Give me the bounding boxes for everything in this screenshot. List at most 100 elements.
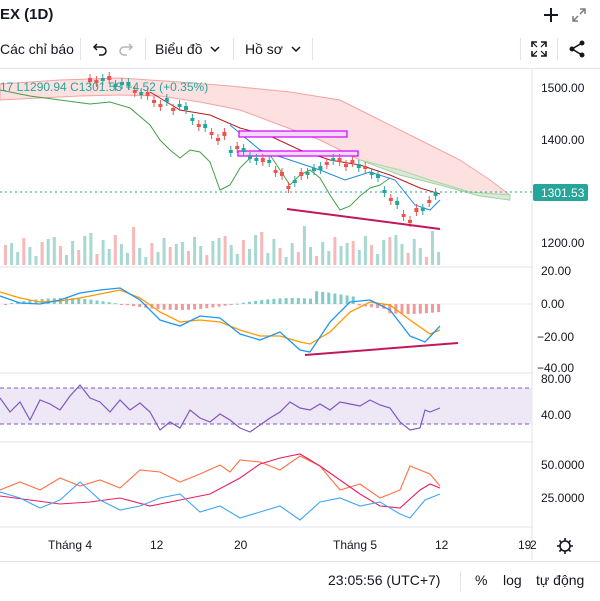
macd-histogram-bar — [241, 302, 245, 304]
macd-histogram-bar — [376, 304, 380, 309]
candle-body — [280, 172, 284, 176]
chart-type-dropdown[interactable]: Biểu đồ — [155, 30, 221, 68]
macd-histogram-bar — [254, 300, 258, 304]
chart-area[interactable]: 1500.00 1400.00 1200.00 1301.53 20.00 0.… — [0, 68, 600, 560]
legend-low: 17 L1290.94 — [0, 80, 67, 94]
volume-bar — [126, 253, 129, 265]
candle-body — [312, 168, 316, 171]
volume-bar — [22, 238, 26, 265]
macd-histogram-bar — [28, 300, 32, 304]
share-button[interactable] — [567, 30, 587, 68]
volume-bar — [278, 248, 282, 265]
volume-bar — [302, 226, 306, 265]
profile-dropdown[interactable]: Hồ sơ — [245, 30, 301, 68]
log-scale-toggle[interactable]: log — [503, 572, 522, 588]
macd-tick: −40.00 — [537, 361, 574, 375]
candle-body — [433, 192, 438, 196]
candle-body — [267, 160, 272, 163]
volume-bar — [333, 237, 337, 265]
volume-bar — [248, 249, 251, 265]
macd-tick: 0.00 — [541, 297, 565, 311]
macd-histogram-bar — [339, 294, 343, 304]
macd-histogram-bar — [412, 304, 416, 314]
candle-body — [414, 208, 419, 212]
indicators-button[interactable]: Các chỉ báo — [0, 41, 74, 57]
candle-body — [388, 198, 393, 201]
macd-histogram-bar — [278, 298, 282, 304]
macd-histogram — [4, 291, 441, 314]
volume-bar — [357, 250, 361, 265]
drawn-rectangle — [238, 130, 348, 138]
macd-histogram-bar — [315, 291, 319, 304]
candle-body — [132, 90, 137, 93]
candle-body — [139, 92, 144, 95]
oscillator-orange-line — [0, 455, 441, 499]
fullscreen-button[interactable] — [530, 30, 548, 68]
candle-body — [94, 80, 99, 83]
volume-bar — [193, 237, 197, 265]
candle-body — [228, 150, 233, 153]
macd-histogram-bar — [89, 299, 93, 304]
candle-body — [305, 172, 310, 175]
candle-body — [260, 158, 265, 162]
volume-bar — [431, 231, 434, 265]
volume-bar — [266, 253, 270, 265]
volume-bar — [296, 252, 300, 265]
rsi-tick: 80.00 — [541, 372, 571, 386]
candlestick-series — [88, 72, 438, 227]
price-tick: 1500.00 — [541, 81, 585, 95]
macd-histogram-bar — [138, 304, 142, 308]
drawn-rectangle — [237, 150, 359, 157]
volume-bar — [418, 248, 422, 265]
macd-trendline — [304, 342, 459, 356]
volume-bar — [180, 242, 184, 265]
toolbar-divider — [80, 38, 81, 60]
candle-body — [177, 104, 182, 107]
candle-body — [318, 166, 323, 170]
volume-bar — [370, 245, 373, 265]
price-tick: 1400.00 — [541, 133, 585, 147]
macd-histogram-bar — [65, 298, 68, 304]
volume-histogram — [4, 226, 441, 265]
candle-body — [337, 158, 342, 162]
macd-histogram-bar — [101, 301, 105, 304]
volume-bar — [168, 247, 172, 265]
volume-bar — [400, 244, 404, 265]
candle-body — [235, 146, 240, 149]
volume-bar — [34, 256, 38, 265]
candle-body — [331, 158, 336, 161]
volume-bar — [272, 239, 276, 265]
volume-bar — [217, 238, 221, 265]
candle-body — [145, 92, 150, 96]
volume-bar — [290, 243, 294, 265]
volume-bar — [101, 240, 105, 265]
macd-histogram-bar — [83, 299, 87, 304]
price-tick: 1200.00 — [541, 236, 585, 250]
candle-body — [369, 172, 374, 175]
status-divider — [460, 571, 461, 591]
candle-body — [286, 186, 291, 189]
toolbar-divider — [233, 38, 234, 60]
volume-bar — [223, 236, 227, 265]
macd-histogram-bar — [162, 304, 166, 310]
volume-bar — [107, 249, 111, 265]
status-bar: 23:05:56 (UTC+7) % log tự động — [0, 561, 600, 601]
volume-bar — [388, 237, 392, 265]
volume-bar — [284, 257, 288, 265]
oscillator-blue-line — [0, 481, 441, 521]
undo-button[interactable] — [90, 30, 108, 68]
candle-body — [241, 148, 246, 152]
candle-body — [273, 170, 278, 173]
expand-icon[interactable] — [568, 4, 590, 26]
volume-bar — [150, 243, 154, 265]
macd-histogram-bar — [223, 304, 227, 306]
auto-scale-toggle[interactable]: tự động — [536, 572, 585, 588]
redo-button[interactable] — [118, 30, 136, 68]
percent-scale-toggle[interactable]: % — [475, 572, 488, 588]
lagging-span-line — [0, 89, 391, 211]
plus-icon[interactable] — [540, 4, 562, 26]
undo-icon — [92, 43, 107, 56]
settings-gear-icon[interactable] — [557, 538, 573, 554]
macd-histogram-bar — [180, 304, 184, 310]
time-tick: Tháng 5 — [333, 538, 377, 552]
